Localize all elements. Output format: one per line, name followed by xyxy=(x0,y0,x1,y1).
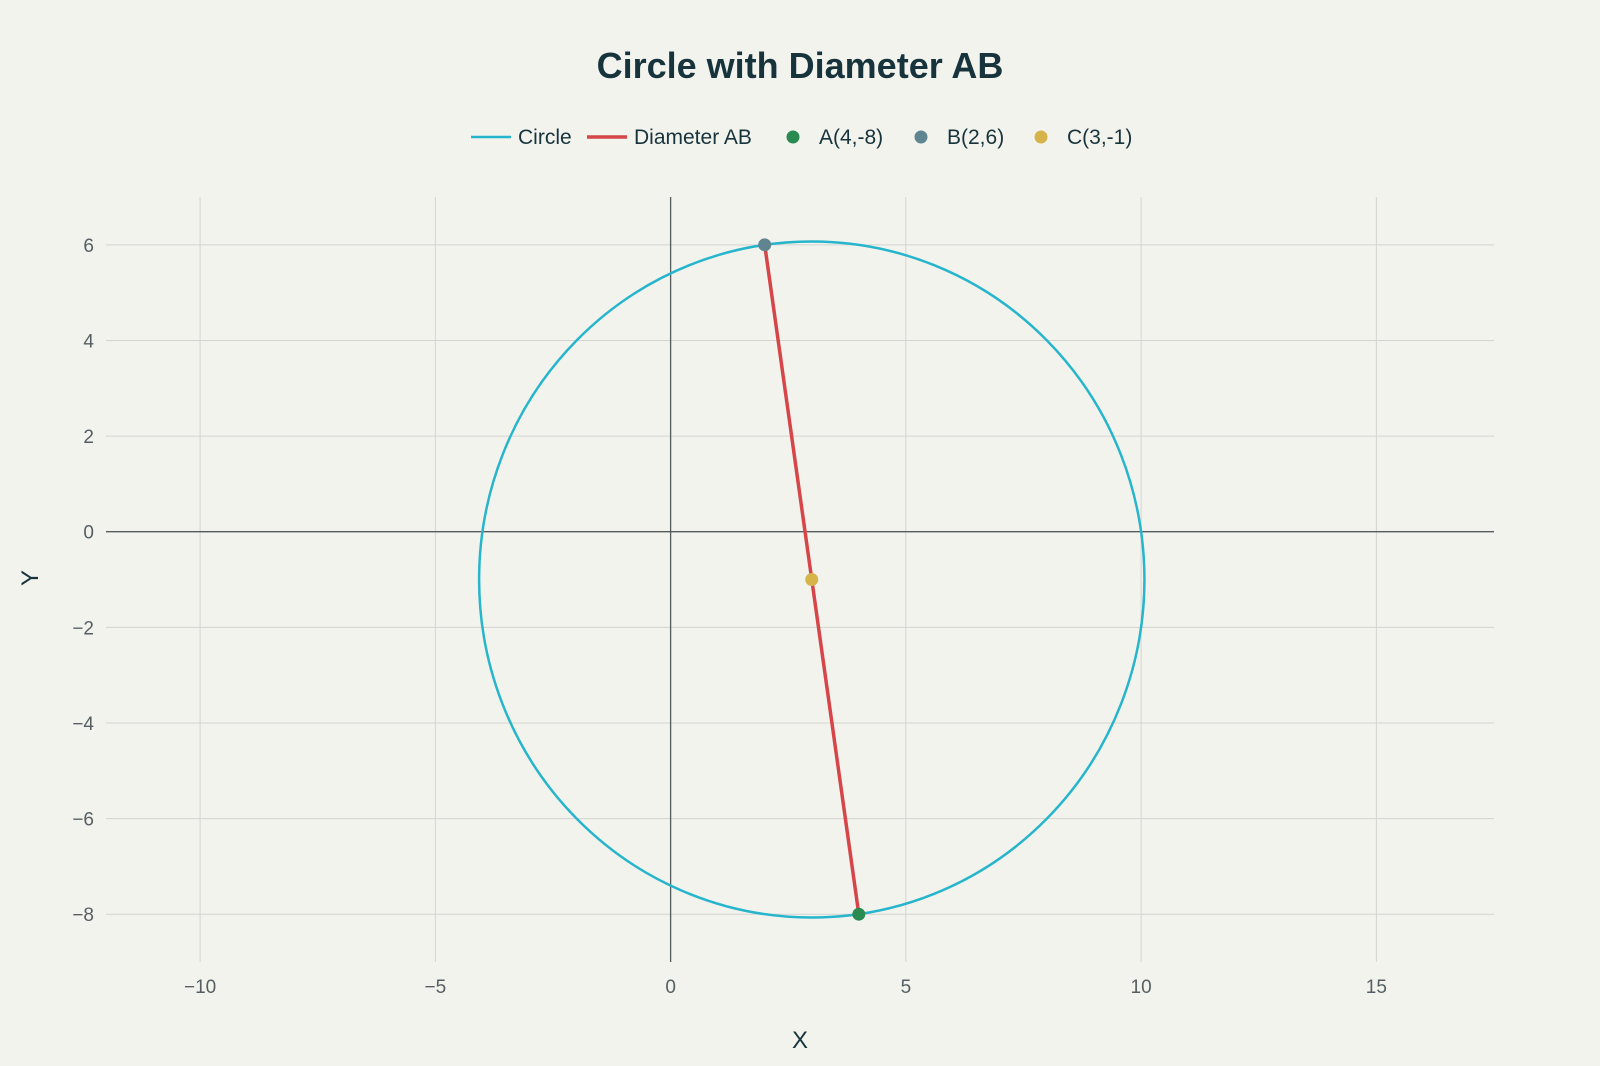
chart-title: Circle with Diameter AB xyxy=(597,45,1004,86)
x-tick-label: −5 xyxy=(425,977,447,998)
legend-label-b-2-6[interactable]: B(2,6) xyxy=(947,126,1004,149)
legend-swatch-c-3-1 xyxy=(1034,130,1048,144)
x-tick-label: 0 xyxy=(665,977,676,998)
x-tick-label: 15 xyxy=(1366,977,1387,998)
y-axis-ticks: 6 4 2 0 −2 −4 −6 −8 xyxy=(72,236,94,926)
y-tick-label: 0 xyxy=(83,523,94,544)
x-tick-label: 10 xyxy=(1131,977,1152,998)
y-axis-title: Y xyxy=(17,570,44,586)
x-axis-title: X xyxy=(792,1027,808,1054)
point-c-3-1 xyxy=(805,573,819,586)
zero-lines xyxy=(106,197,1494,962)
y-tick-label: −6 xyxy=(72,810,94,831)
legend-swatch-a-4-8 xyxy=(786,130,800,144)
x-axis-ticks: −10 −5 0 5 10 15 xyxy=(184,977,1387,998)
point-a-4-8 xyxy=(852,907,866,921)
legend-swatch-b-2-6 xyxy=(914,130,928,144)
legend: Circle Diameter AB A(4,-8) B(2,6) C(3,-1) xyxy=(471,126,1132,149)
grid xyxy=(106,197,1494,962)
circle-series xyxy=(477,240,1146,919)
y-tick-label: 2 xyxy=(83,427,94,448)
y-tick-label: −4 xyxy=(72,714,94,735)
legend-label-circle[interactable]: Circle xyxy=(518,126,572,149)
plot-area xyxy=(477,238,1146,921)
y-tick-label: −2 xyxy=(72,618,94,639)
y-tick-label: 6 xyxy=(83,236,94,257)
x-tick-label: 5 xyxy=(901,977,912,998)
point-b-2-6 xyxy=(758,238,772,252)
legend-label-c-3-1[interactable]: C(3,-1) xyxy=(1067,126,1132,149)
x-tick-label: −10 xyxy=(184,977,216,998)
legend-label-a-4-8[interactable]: A(4,-8) xyxy=(819,126,883,149)
legend-label-diameter-ab[interactable]: Diameter AB xyxy=(634,126,752,149)
y-tick-label: 4 xyxy=(83,331,94,352)
y-tick-label: −8 xyxy=(72,905,94,926)
